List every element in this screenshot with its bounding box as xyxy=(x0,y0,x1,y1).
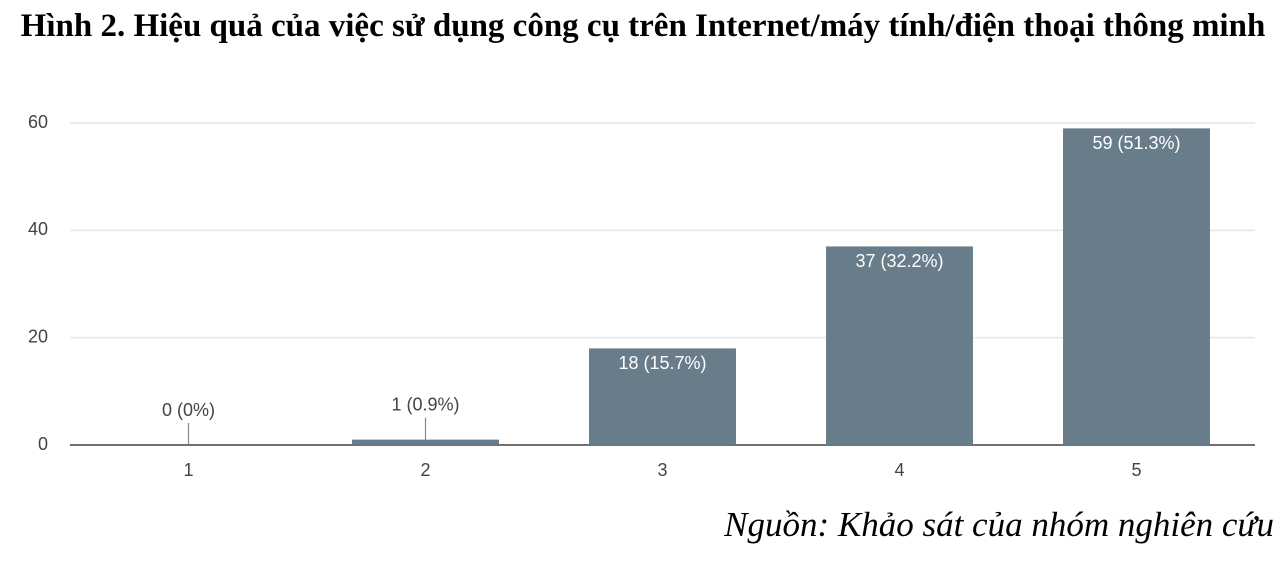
bar xyxy=(352,439,499,445)
value-label: 37 (32.2%) xyxy=(855,251,943,271)
bar xyxy=(589,348,736,445)
x-tick-label: 2 xyxy=(420,460,430,480)
y-tick-label: 40 xyxy=(28,219,48,239)
y-tick-label: 0 xyxy=(38,434,48,454)
value-label: 0 (0%) xyxy=(162,400,215,420)
chart: 0 20 40 60 1 0 (0%) 2 1 (0.9%) 3 18 (15.7%) 4 37 (3… xyxy=(28,112,1255,480)
y-tick-label: 60 xyxy=(28,112,48,132)
x-tick-label: 3 xyxy=(657,460,667,480)
value-label: 18 (15.7%) xyxy=(618,353,706,373)
y-tick-label: 20 xyxy=(28,326,48,346)
source-note: Nguồn: Khảo sát của nhóm nghiên cứu xyxy=(724,505,1274,544)
value-label: 59 (51.3%) xyxy=(1092,133,1180,153)
bar xyxy=(1063,128,1210,445)
value-label: 1 (0.9%) xyxy=(391,394,459,414)
bar xyxy=(826,246,973,445)
x-tick-label: 4 xyxy=(894,460,904,480)
x-tick-label: 1 xyxy=(183,460,193,480)
chart-title: Hình 2. Hiệu quả của việc sử dụng công c… xyxy=(20,8,1266,44)
x-tick-label: 5 xyxy=(1131,460,1141,480)
